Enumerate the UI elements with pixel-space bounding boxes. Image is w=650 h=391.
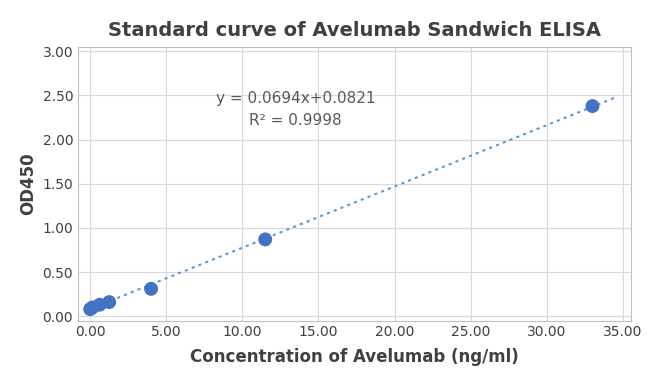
Point bbox=[104, 299, 114, 305]
Point bbox=[85, 306, 96, 312]
Y-axis label: OD450: OD450 bbox=[19, 152, 37, 215]
Title: Standard curve of Avelumab Sandwich ELISA: Standard curve of Avelumab Sandwich ELIS… bbox=[108, 21, 601, 40]
Point bbox=[146, 286, 156, 292]
Point bbox=[94, 301, 105, 308]
Text: y = 0.0694x+0.0821
R² = 0.9998: y = 0.0694x+0.0821 R² = 0.9998 bbox=[216, 91, 376, 128]
X-axis label: Concentration of Avelumab (ng/ml): Concentration of Avelumab (ng/ml) bbox=[190, 348, 519, 366]
Point bbox=[87, 304, 98, 310]
Point bbox=[260, 236, 270, 242]
Point bbox=[587, 103, 597, 109]
